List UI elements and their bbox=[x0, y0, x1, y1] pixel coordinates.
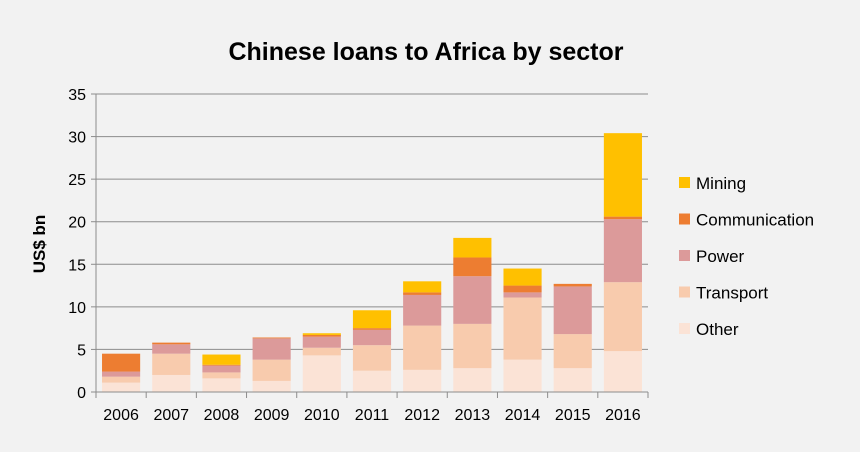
legend-label: Other bbox=[696, 320, 739, 339]
legend: Mining Communication Power Transport Other bbox=[679, 174, 814, 339]
bar-segment-mining bbox=[202, 354, 241, 365]
bar-segment-transport bbox=[252, 359, 291, 381]
bar-segment-power bbox=[202, 365, 241, 373]
y-tick-label: 30 bbox=[68, 130, 86, 147]
bar-segment-mining bbox=[503, 268, 542, 286]
bar-segment-power bbox=[603, 219, 642, 283]
legend-swatch-transport bbox=[679, 286, 690, 298]
gridlines bbox=[96, 93, 648, 350]
bar-segment-other bbox=[403, 369, 442, 392]
bar-segment-other bbox=[202, 378, 241, 392]
bar-segment-communication bbox=[152, 342, 191, 345]
y-tick-label: 10 bbox=[68, 300, 86, 317]
bar-segment-other bbox=[352, 370, 392, 392]
legend-swatch-power bbox=[679, 250, 690, 261]
bar-segment-communication bbox=[553, 283, 592, 287]
y-tick-label: 35 bbox=[68, 87, 86, 104]
bar-segment-power bbox=[503, 292, 542, 298]
bar-segment-transport bbox=[302, 347, 341, 356]
bar-segment-power bbox=[553, 286, 592, 335]
bar-segment-other bbox=[102, 382, 141, 392]
bars bbox=[102, 133, 642, 392]
y-tick-label: 20 bbox=[68, 215, 86, 232]
bar-segment-transport bbox=[202, 372, 241, 379]
bar-segment-power bbox=[453, 276, 492, 324]
bar-segment-transport bbox=[453, 323, 492, 369]
x-tick-label: 2013 bbox=[455, 407, 491, 424]
x-tick-label: 2012 bbox=[404, 407, 440, 424]
bar-segment-communication bbox=[403, 292, 442, 295]
x-tick-label: 2015 bbox=[555, 407, 591, 424]
legend-label: Transport bbox=[696, 284, 768, 303]
bar-segment-mining bbox=[603, 133, 642, 217]
bar-segment-communication bbox=[453, 257, 492, 277]
bar-segment-communication bbox=[352, 328, 392, 330]
legend-swatch-mining bbox=[679, 177, 690, 188]
bar-segment-communication bbox=[102, 353, 141, 372]
bar-segment-communication bbox=[202, 364, 241, 366]
bar-segment-mining bbox=[453, 237, 492, 258]
x-tick-label: 2009 bbox=[254, 407, 290, 424]
bar-segment-mining bbox=[302, 333, 341, 335]
bar-segment-power bbox=[302, 336, 341, 348]
bar-segment-other bbox=[553, 368, 592, 392]
bar-segment-other bbox=[603, 351, 642, 392]
bar-segment-communication bbox=[603, 216, 642, 220]
bar-segment-transport bbox=[603, 282, 642, 352]
bar-segment-communication bbox=[252, 337, 291, 339]
y-tick-label: 25 bbox=[68, 172, 86, 189]
bar-segment-communication bbox=[302, 334, 341, 337]
bar-segment-other bbox=[453, 368, 492, 392]
bar-segment-transport bbox=[152, 353, 191, 375]
bar-segment-other bbox=[302, 355, 341, 392]
legend-label: Mining bbox=[696, 174, 746, 193]
bar-segment-other bbox=[152, 374, 191, 392]
axes: 0 5 10 15 20 25 30 35 2006 2007 2008 2009 2010 2011 20… bbox=[68, 87, 649, 424]
legend-label: Power bbox=[696, 247, 745, 266]
x-tick-label: 2016 bbox=[605, 407, 641, 424]
y-tick-label: 0 bbox=[77, 385, 86, 402]
bar-segment-transport bbox=[352, 345, 392, 371]
bar-segment-other bbox=[252, 380, 291, 392]
legend-label: Communication bbox=[696, 211, 814, 230]
bar-segment-power bbox=[152, 344, 191, 354]
bar-segment-transport bbox=[403, 325, 442, 370]
x-tick-label: 2006 bbox=[103, 407, 139, 424]
y-tick-label: 5 bbox=[77, 342, 86, 359]
bar-segment-communication bbox=[503, 285, 542, 293]
chart-title: Chinese loans to Africa by sector bbox=[228, 38, 623, 66]
bar-segment-transport bbox=[102, 376, 141, 383]
bar-segment-mining bbox=[352, 310, 392, 329]
bar-segment-power bbox=[352, 329, 392, 346]
bar-segment-power bbox=[403, 294, 442, 326]
bar-segment-transport bbox=[553, 334, 592, 369]
legend-swatch-other bbox=[679, 323, 690, 334]
x-tick-label: 2007 bbox=[153, 407, 189, 424]
bar-segment-mining bbox=[403, 281, 442, 293]
x-tick-label: 2011 bbox=[355, 407, 390, 424]
x-tick-label: 2014 bbox=[505, 407, 541, 424]
y-tick-label: 15 bbox=[68, 257, 86, 274]
bar-segment-power bbox=[252, 338, 291, 360]
x-tick-label: 2010 bbox=[304, 407, 340, 424]
x-tick-label: 2008 bbox=[204, 407, 240, 424]
bar-segment-power bbox=[102, 371, 141, 377]
bar-segment-transport bbox=[503, 297, 542, 360]
y-axis-title: US$ bn bbox=[30, 215, 49, 274]
bar-segment-other bbox=[503, 359, 542, 392]
legend-swatch-communication bbox=[679, 213, 690, 225]
